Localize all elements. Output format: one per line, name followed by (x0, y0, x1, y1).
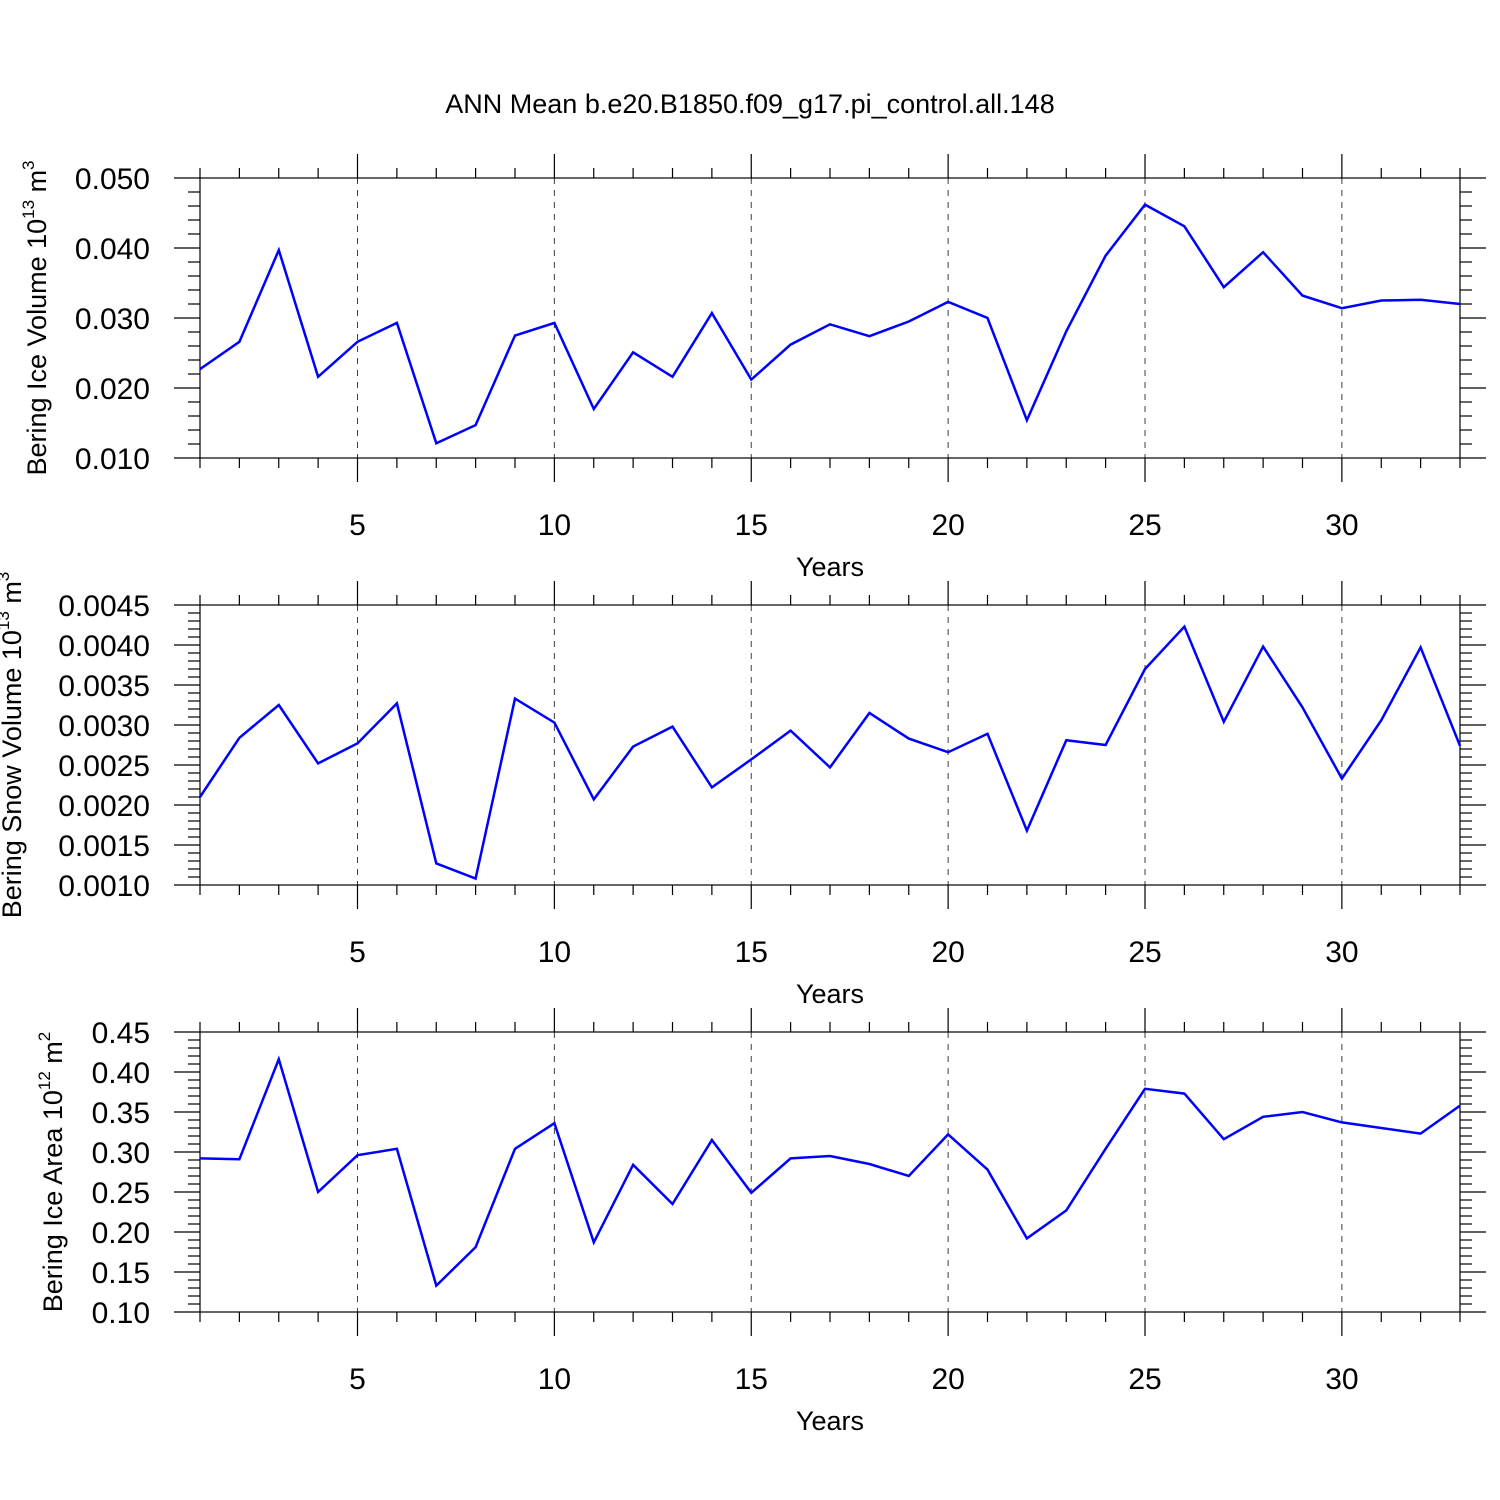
figure-title: ANN Mean b.e20.B1850.f09_g17.pi_control.… (445, 89, 1054, 119)
x-tick-label: 5 (349, 1363, 366, 1396)
x-tick-label: 15 (735, 936, 768, 969)
y-axis-title-main: Bering Snow Volume 10 (0, 630, 27, 918)
y-tick-label: 0.35 (92, 1097, 150, 1130)
x-tick-label: 25 (1128, 936, 1161, 969)
y-tick-label: 0.20 (92, 1217, 150, 1250)
y-tick-label: 0.0015 (58, 830, 150, 863)
y-tick-label: 0.25 (92, 1177, 150, 1210)
y-tick-label: 0.30 (92, 1137, 150, 1170)
y-tick-label: 0.010 (75, 443, 150, 476)
y-axis-title-exponent: 12 (35, 1071, 54, 1090)
y-tick-label: 0.40 (92, 1057, 150, 1090)
y-tick-label: 0.45 (92, 1017, 150, 1050)
x-tick-label: 25 (1128, 509, 1161, 542)
data-line (198, 624, 1462, 881)
y-tick-label: 0.0025 (58, 750, 150, 783)
data-line (199, 202, 1461, 446)
x-axis-title: Years (796, 552, 864, 582)
y-tick-label: 0.0045 (58, 590, 150, 623)
x-tick-label: 30 (1325, 509, 1358, 542)
y-axis-title: Bering Ice Area 1012 m2 (35, 1032, 68, 1313)
x-tick-label: 20 (931, 509, 964, 542)
y-tick-label: 0.050 (75, 163, 150, 196)
plot-frame (199, 177, 1461, 459)
x-tick-label: 15 (735, 509, 768, 542)
y-tick-label: 0.0020 (58, 790, 150, 823)
x-tick-label: 30 (1325, 936, 1358, 969)
y-tick-label: 0.030 (75, 303, 150, 336)
x-tick-label: 25 (1128, 1363, 1161, 1396)
y-tick-label: 0.0035 (58, 670, 150, 703)
y-tick-label: 0.040 (75, 233, 150, 266)
plot-frame (199, 604, 1461, 886)
x-tick-label: 10 (538, 509, 571, 542)
x-tick-label: 20 (931, 936, 964, 969)
x-axis-title: Years (796, 979, 864, 1009)
y-tick-label: 0.10 (92, 1297, 150, 1330)
panels: 5 10 15 20 25 300.0100.0200.0300.0400.050Year… (0, 154, 1486, 1436)
y-axis-title-unit-exponent: 3 (0, 572, 13, 581)
x-tick-label: 20 (931, 1363, 964, 1396)
y-axis-title-exponent: 13 (19, 200, 38, 219)
x-tick-label: 10 (538, 1363, 571, 1396)
panel-2: 5 10 15 20 25 30 0.0010 0.0015 0.0020 0.0025 0.003… (0, 572, 1486, 1009)
y-axis-title-exponent: 13 (0, 611, 13, 630)
y-axis-title-unit: m (38, 1041, 68, 1071)
x-tick-label: 10 (538, 936, 571, 969)
y-axis-title-unit: m (0, 581, 27, 611)
plot-frame (199, 1031, 1461, 1313)
x-tick-label: 5 (349, 509, 366, 542)
y-axis-title-main: Bering Ice Area 10 (38, 1090, 68, 1312)
x-axis-title: Years (796, 1406, 864, 1436)
y-tick-label: 0.0010 (58, 870, 150, 903)
y-tick-label: 0.0040 (58, 630, 150, 663)
y-tick-label: 0.020 (75, 373, 150, 406)
y-axis-title-main: Bering Ice Volume 10 (22, 219, 52, 476)
y-axis-title: Bering Snow Volume 1013 m3 (0, 572, 27, 919)
y-axis-title-unit-exponent: 3 (19, 160, 38, 169)
x-tick-label: 30 (1325, 1363, 1358, 1396)
y-axis-title-unit: m (22, 170, 52, 200)
y-axis-title-unit-exponent: 2 (35, 1032, 54, 1041)
panel-3: 5 10 15 20 25 30 0.10 0.15 0.20 0.25 0.30 0.35 0.40 0… (35, 1008, 1486, 1436)
y-axis-title: Bering Ice Volume 1013 m3 (19, 160, 52, 475)
x-tick-label: 15 (735, 1363, 768, 1396)
y-tick-label: 0.0030 (58, 710, 150, 743)
y-tick-label: 0.15 (92, 1257, 150, 1290)
panel-1: 5 10 15 20 25 30 0.010 0.020 0.030 0.040 0.050 Year… (19, 154, 1486, 582)
x-tick-label: 5 (349, 936, 366, 969)
data-line (199, 1055, 1461, 1288)
